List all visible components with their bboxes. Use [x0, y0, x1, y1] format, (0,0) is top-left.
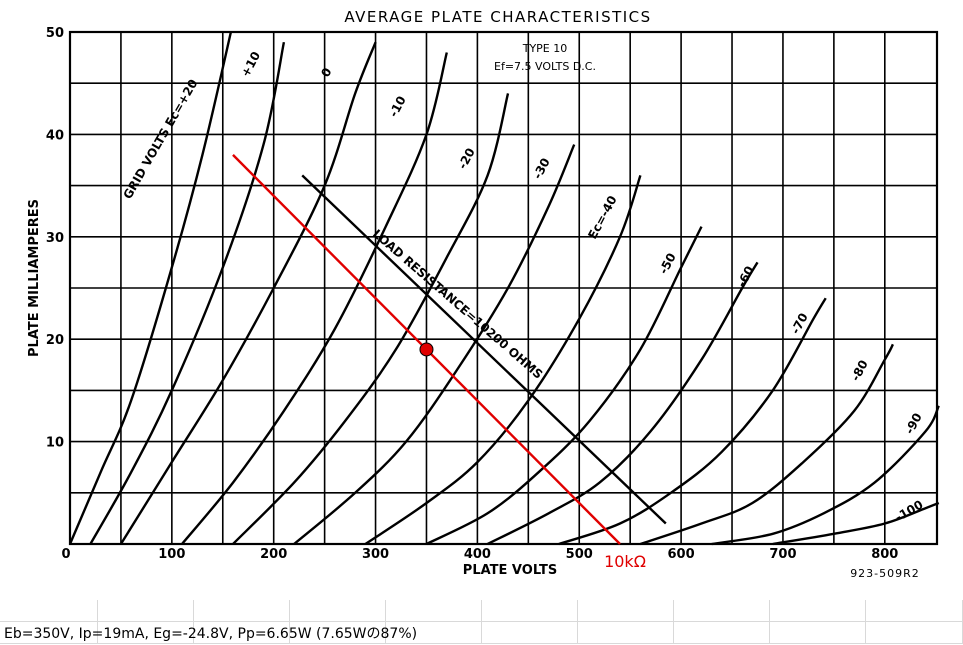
operating-point-marker	[419, 342, 434, 357]
plate-curve	[772, 501, 940, 546]
x-tick-label: 300	[362, 547, 389, 562]
plate-curve	[711, 405, 940, 546]
operating-point-summary[interactable]: Eb=350V, Ip=19mA, Eg=-24.8V, Pp=6.65W (7…	[4, 626, 418, 642]
x-tick-label: 700	[769, 547, 796, 562]
figure-code: 923-509R2	[850, 567, 920, 580]
sheet-row	[0, 600, 963, 622]
plate-curves	[68, 31, 940, 546]
curve-label-minus90: -90	[902, 411, 925, 437]
x-tick-label: 100	[158, 547, 185, 562]
plate-curve	[487, 261, 759, 546]
plate-characteristics-chart: AVERAGE PLATE CHARACTERISTICS TYPE 10 Ef…	[27, 8, 940, 580]
x-tick-label: 800	[871, 547, 898, 562]
x-tick-label: 500	[566, 547, 593, 562]
plate-curve	[558, 297, 827, 546]
x-tick-label: 600	[668, 547, 695, 562]
x-axis-label: PLATE VOLTS	[463, 563, 557, 578]
x-tick-label: 400	[464, 547, 491, 562]
curve-label-minus40: Ec=-40	[585, 193, 619, 241]
load-lines	[232, 154, 667, 545]
curve-label-plus10: +10	[238, 49, 263, 79]
plate-curve	[89, 41, 286, 545]
sheet-row	[0, 622, 963, 644]
chart-title: AVERAGE PLATE CHARACTERISTICS	[344, 8, 651, 26]
y-tick-label: 50	[46, 26, 64, 41]
curve-label-minus100: -100	[893, 497, 926, 524]
curve-label-minus10: -10	[386, 94, 409, 120]
plate-curve	[232, 93, 510, 545]
load-line-10200	[301, 174, 667, 525]
y-tick-label: 10	[46, 436, 64, 451]
y-tick-label: 40	[46, 128, 64, 143]
y-tick-label: 20	[46, 333, 64, 348]
axis-ticks: 0 100 200 300 400 500 600 700 800 50 40 30 20 10	[46, 26, 898, 562]
curve-label-minus20: -20	[455, 146, 478, 172]
plot-grid	[68, 30, 939, 546]
red-load-line-label: 10kΩ	[604, 552, 646, 571]
chart-subtitle-filament: Ef=7.5 VOLTS D.C.	[494, 60, 596, 73]
plate-curve	[364, 175, 642, 545]
chart-subtitle-type: TYPE 10	[522, 42, 568, 55]
plate-curve	[425, 226, 703, 546]
spreadsheet-area: Eb=350V, Ip=19mA, Eg=-24.8V, Pp=6.65W (7…	[0, 600, 963, 645]
curve-label-minus50: -50	[656, 251, 679, 277]
plate-curve	[119, 41, 377, 545]
curve-label-minus30: -30	[530, 156, 553, 182]
plate-curve	[293, 144, 576, 545]
x-tick-label: 200	[260, 547, 287, 562]
curve-label-minus80: -80	[848, 358, 871, 384]
plate-curve	[68, 31, 233, 545]
y-tick-label: 30	[46, 231, 64, 246]
plate-curve	[181, 52, 448, 545]
curve-label-minus70: -70	[788, 311, 811, 337]
plate-curve	[640, 343, 894, 546]
y-axis-label: PLATE MILLIAMPERES	[27, 199, 42, 357]
load-line-label: LOAD RESISTANCE=10200 OHMS	[370, 227, 545, 382]
curve-label-0: 0	[318, 65, 334, 79]
curve-label-grid-volts: GRID VOLTS Ec=+20	[120, 77, 200, 202]
x-tick-label: 0	[61, 547, 70, 562]
